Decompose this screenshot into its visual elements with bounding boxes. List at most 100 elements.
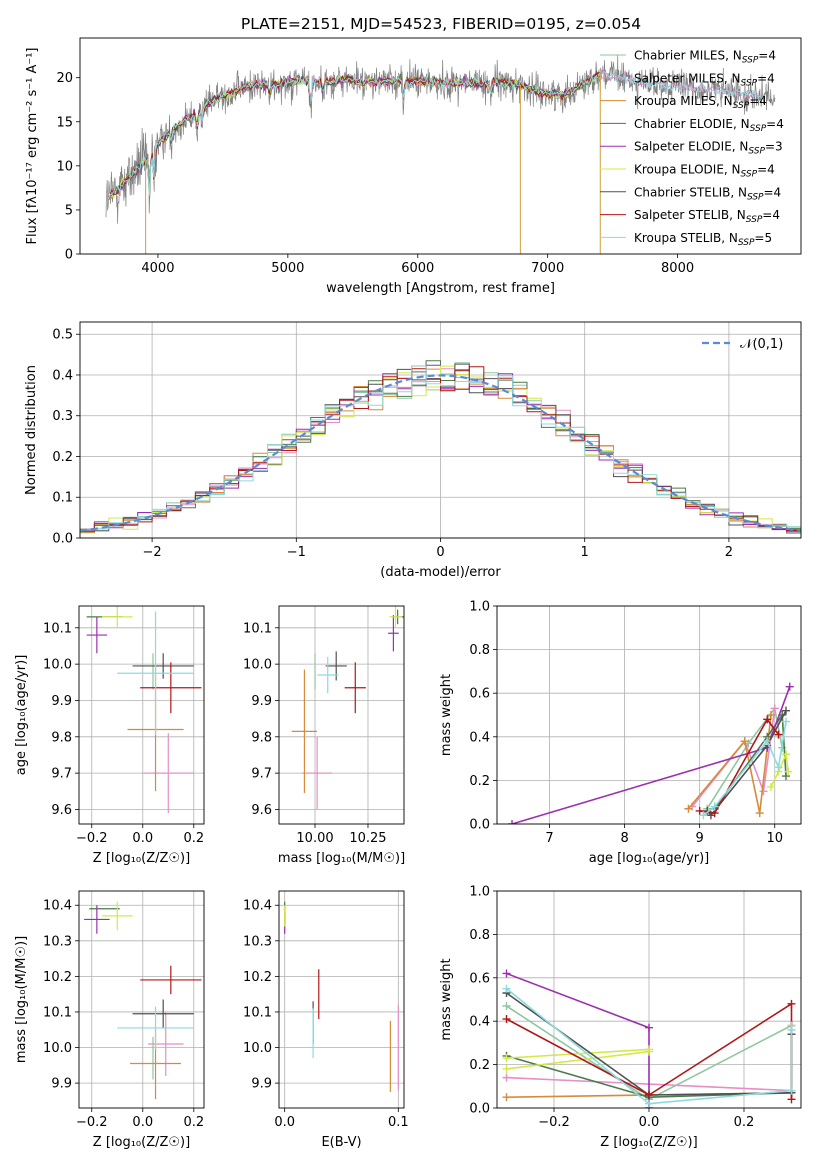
y-tick-label: 0.6 <box>469 971 490 986</box>
weight-marker <box>684 804 693 813</box>
x-tick-label: 9 <box>696 831 704 846</box>
legend-suffix: =5 <box>754 231 772 245</box>
weight-marker <box>645 1090 653 1099</box>
y-tick-label: 0.6 <box>469 687 490 702</box>
y-tick-label: 0.8 <box>469 643 490 658</box>
legend-suffix: =4 <box>757 163 775 177</box>
age-vs-mass-plot-area <box>291 606 404 810</box>
weight-marker <box>502 1073 511 1082</box>
y-axis-label: mass [log₁₀(M/M☉)] <box>14 936 29 1063</box>
y-tick-label: 9.9 <box>51 1077 72 1092</box>
y-tick-label: 10.4 <box>43 899 72 914</box>
y-tick-label: 10.1 <box>243 1005 272 1020</box>
model-line <box>108 70 600 200</box>
legend-suffix: =4 <box>758 49 776 63</box>
weight-marker <box>502 1054 511 1063</box>
axes-frame <box>78 890 205 1109</box>
y-tick-label: 0.0 <box>52 532 73 547</box>
x-axis-label: mass [log₁₀(M/M☉)] <box>278 851 405 866</box>
legend-name: Kroupa STELIB, N <box>634 231 738 245</box>
x-tick-label: 4000 <box>141 261 174 276</box>
model-line <box>108 71 763 200</box>
residual-plot-area <box>80 360 801 538</box>
mass-vs-ebv-panel: 0.0 0.1 9.9 10.0 10.1 10.2 10.3 10.4 E(B-V) <box>243 890 409 1150</box>
y-tick-label: 9.6 <box>251 803 272 818</box>
legend-entry: Salpeter STELIB, NSSP=4 <box>634 208 780 225</box>
weight-marker <box>645 1099 653 1108</box>
y-tick-label: 20 <box>56 71 73 86</box>
legend-name: Chabrier MILES, N <box>634 49 742 63</box>
x-tick-label: −0.2 <box>76 1115 108 1130</box>
x-tick-label: −2 <box>143 545 162 560</box>
x-tick-label: 10.25 <box>349 831 386 846</box>
y-tick-label: 10.1 <box>43 1005 72 1020</box>
weight-marker <box>508 820 517 824</box>
y-tick-label: 0.0 <box>469 818 490 833</box>
x-axis-label: Z [log₁₀(Z/Z☉)] <box>600 1135 697 1150</box>
y-tick-label: 0.2 <box>469 1058 490 1073</box>
y-axis-label: age [log₁₀(age/yr)] <box>14 655 29 776</box>
legend-subscript: SSP <box>747 192 764 202</box>
legend-name: Salpeter ELODIE, N <box>634 140 748 154</box>
x-tick-label: 1 <box>581 545 589 560</box>
y-tick-label: 0.2 <box>469 774 490 789</box>
legend-subscript: SSP <box>741 170 758 180</box>
weight-line <box>506 972 650 1108</box>
weight-marker <box>787 1095 796 1104</box>
legend-suffix: =4 <box>766 117 784 131</box>
x-tick-label: 0.0 <box>639 1115 660 1130</box>
weight-line <box>770 751 789 788</box>
x-axis-label: (data-model)/error <box>380 565 501 580</box>
legend-name: Chabrier STELIB, N <box>634 185 747 199</box>
model-line <box>108 72 601 201</box>
age-vs-Z-plot-area <box>86 606 202 814</box>
weight-marker <box>645 1023 653 1032</box>
y-tick-label: 0.4 <box>469 1015 490 1030</box>
legend-entry: Salpeter ELODIE, NSSP=3 <box>634 140 783 157</box>
weight-line <box>706 706 783 810</box>
y-tick-label: 10.3 <box>43 934 72 949</box>
y-tick-label: 10.0 <box>243 1041 272 1056</box>
legend-subscript: SSP <box>738 238 755 248</box>
weight-marker <box>787 1086 796 1095</box>
legend-suffix: =4 <box>762 208 780 222</box>
mass-vs-Z-panel: −0.2 0.0 0.2 9.9 10.0 10.1 10.2 10.3 10.4 Z [log₁… <box>14 890 205 1150</box>
weight-marker <box>787 1021 796 1030</box>
y-tick-label: 9.8 <box>51 730 72 745</box>
y-tick-label: 10.0 <box>43 1041 72 1056</box>
axes-frame <box>496 605 802 825</box>
x-tick-label: −1 <box>287 545 306 560</box>
legend-entry: Chabrier ELODIE, NSSP=4 <box>634 117 784 134</box>
legend-suffix: =4 <box>757 71 775 85</box>
y-tick-label: 0.3 <box>52 409 73 424</box>
y-axis-label: mass weight <box>439 674 454 756</box>
weight-marker <box>774 730 783 739</box>
y-tick-label: 9.9 <box>51 694 72 709</box>
mass-vs-ebv-plot-area <box>284 901 399 1092</box>
weight-marker <box>784 767 793 776</box>
model-line <box>108 66 763 200</box>
weight-marker <box>710 802 719 811</box>
weight-marker <box>766 782 775 791</box>
x-tick-label: 0.2 <box>183 831 204 846</box>
weight-marker <box>787 999 796 1008</box>
x-tick-label: 0 <box>436 545 444 560</box>
y-tick-label: 5 <box>65 203 73 218</box>
y-tick-label: 9.6 <box>51 803 72 818</box>
y-tick-label: 10.0 <box>243 658 272 673</box>
weight-marker <box>755 809 764 818</box>
weight-line <box>687 714 772 814</box>
x-tick-label: −0.2 <box>538 1115 570 1130</box>
y-tick-label: 0.5 <box>52 328 73 343</box>
x-tick-label: 0.1 <box>388 1115 409 1130</box>
legend-name: Salpeter STELIB, N <box>634 208 746 222</box>
legend-subscript: SSP <box>733 101 750 111</box>
legend-name: Kroupa ELODIE, N <box>634 163 741 177</box>
x-tick-label: 7 <box>545 831 553 846</box>
model-line <box>108 70 600 201</box>
y-tick-label: 10.1 <box>243 621 272 636</box>
massweight-vs-Z-panel: −0.2 0.0 0.2 0.0 0.2 0.4 0.6 0.8 1.0 Z [log₁₀(Z/Z… <box>439 885 802 1150</box>
weight-line <box>706 710 787 817</box>
axes-frame <box>278 890 405 1109</box>
